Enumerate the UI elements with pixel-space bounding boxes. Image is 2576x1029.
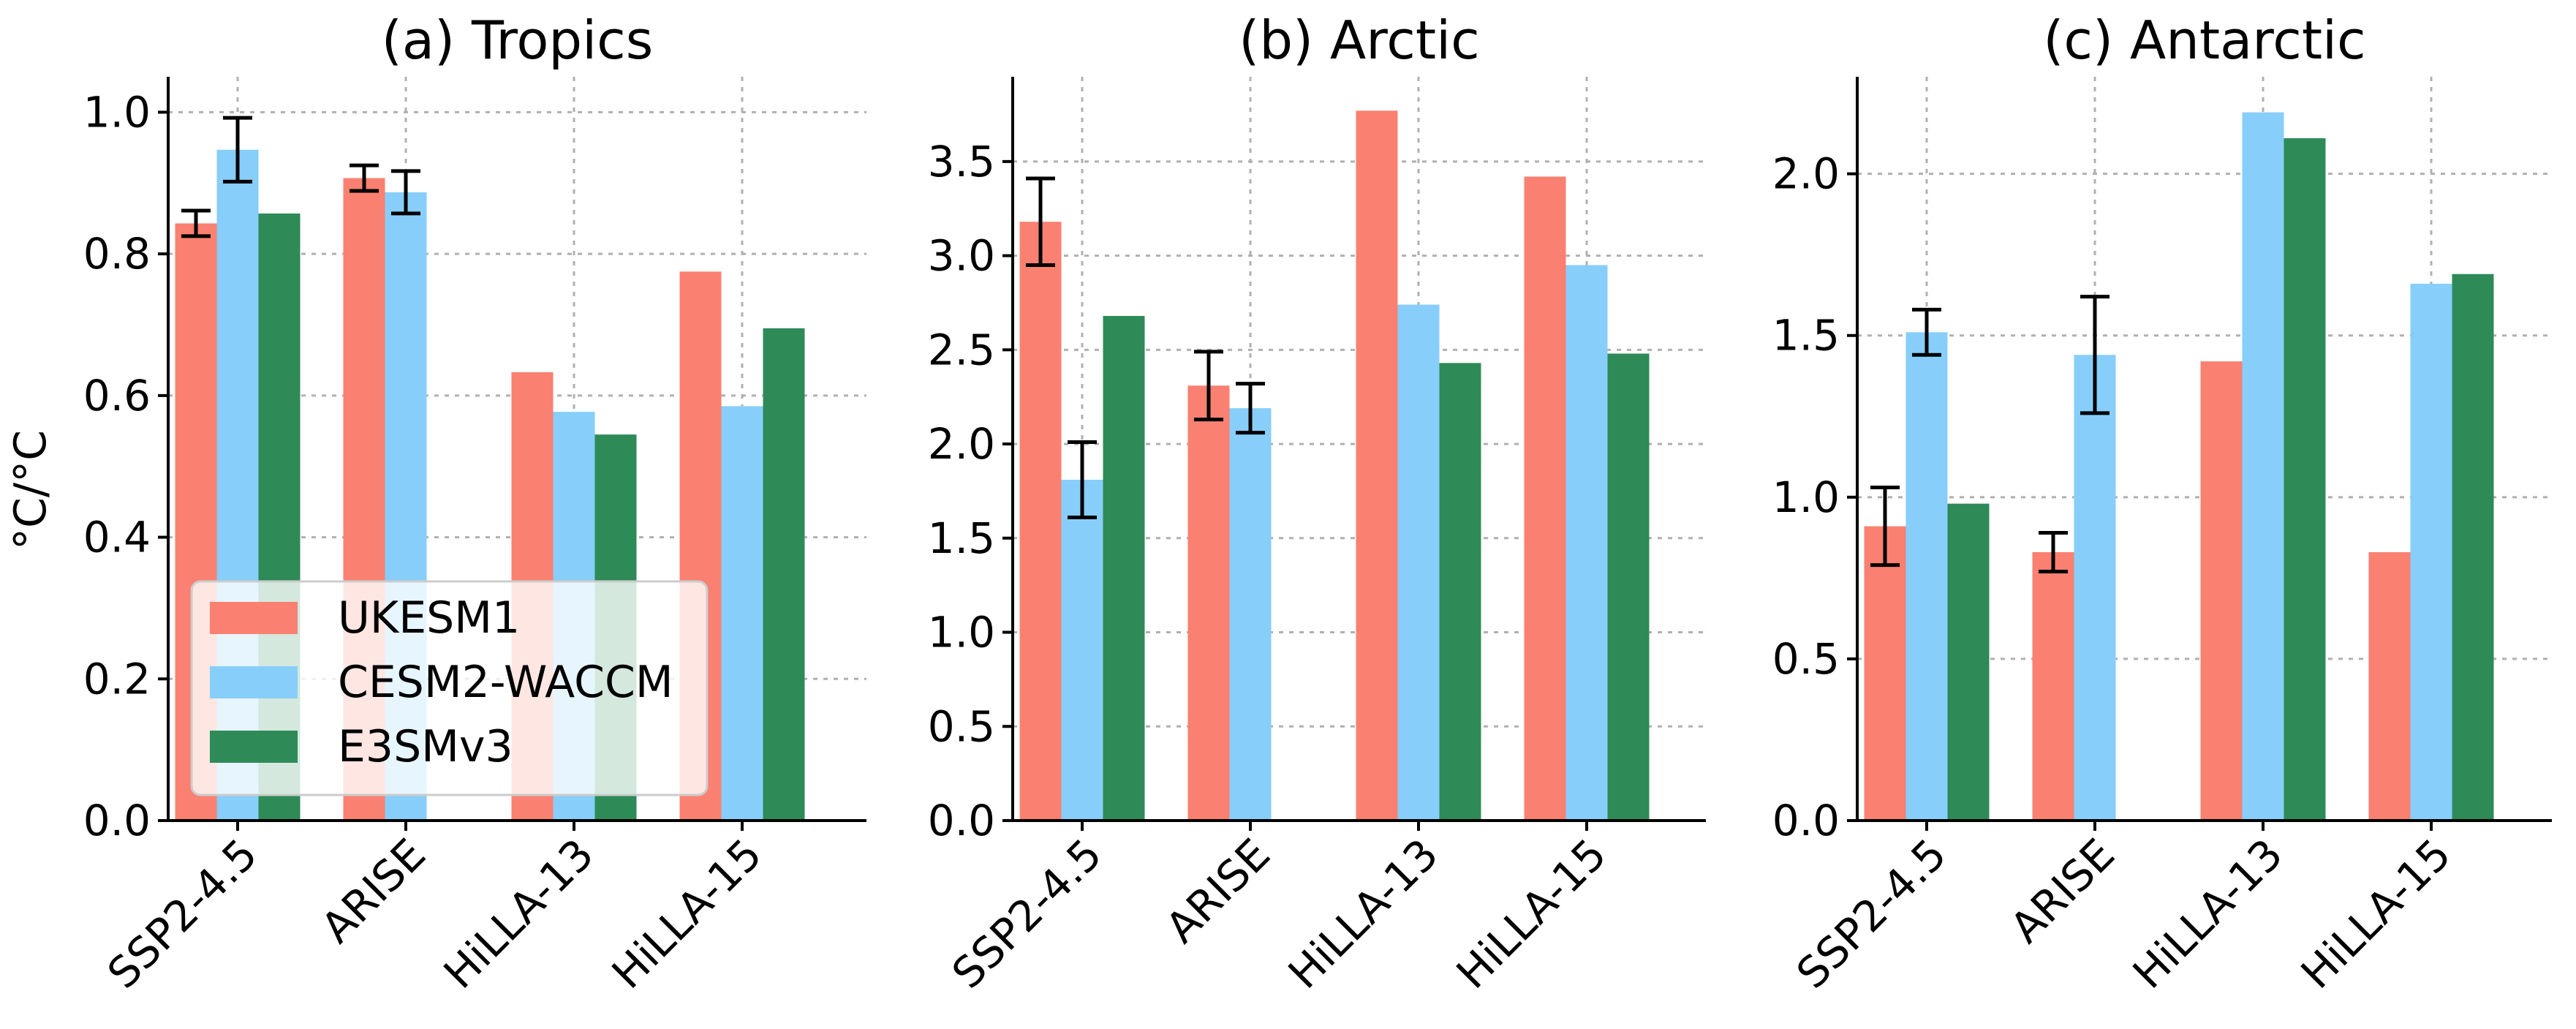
legend-label: CESM2-WACCM [338, 657, 673, 708]
x-tick-label: SSP2-4.5 [98, 829, 267, 998]
x-tick-label: HiLLA-15 [2292, 829, 2460, 998]
legend: UKESM1 CESM2-WACCM E3SMv3 [190, 580, 709, 796]
x-tick-label: HiLLA-15 [603, 829, 771, 998]
y-tick-label: 1.0 [928, 608, 995, 657]
y-tick-label: 1.5 [1772, 311, 1840, 361]
bar-ukesm1-hilla-15 [1524, 176, 1566, 821]
y-tick-label: 2.0 [928, 419, 995, 469]
x-tick-label: HiLLA-13 [434, 829, 603, 998]
x-tick-label: HiLLA-15 [1447, 829, 1616, 998]
bar-cesm2-waccm-hilla-15 [721, 406, 763, 821]
bar-e3smv3-ssp2-4.5 [1103, 315, 1145, 821]
y-tick-label: 2.0 [1772, 149, 1840, 199]
legend-swatch [210, 602, 298, 634]
bar-e3smv3-hilla-15 [1607, 353, 1650, 821]
x-tick-label: ARISE [311, 829, 435, 953]
bar-cesm2-waccm-hilla-13 [1397, 304, 1440, 821]
bar-cesm2-waccm-ssp2-4.5 [1061, 479, 1103, 821]
bar-e3smv3-hilla-13 [2284, 138, 2326, 821]
bar-ukesm1-hilla-13 [2200, 361, 2243, 821]
y-tick-label: 0.5 [928, 701, 995, 751]
y-tick-label: 2.5 [928, 325, 995, 374]
y-tick-label: 1.0 [83, 87, 151, 137]
panel-3: 0.0 0.5 1.0 1.5 2.0 SSP2-4.5 ARISEHiLLA-13HiLL… [1772, 10, 2552, 998]
panel-title: (a) Tropics [382, 10, 653, 71]
bar-cesm2-waccm-arise [2074, 355, 2116, 821]
panel-title: (c) Antarctic [2043, 10, 2365, 71]
y-tick-label: 0.6 [83, 371, 151, 421]
bar-ukesm1-arise [2032, 551, 2074, 821]
bar-e3smv3-ssp2-4.5 [1947, 503, 1990, 821]
x-tick-label: ARISE [1156, 829, 1280, 953]
bar-e3smv3-hilla-15 [763, 328, 805, 821]
x-tick-label: SSP2-4.5 [1787, 829, 1956, 998]
y-axis-label: °C/°C [5, 430, 56, 550]
bar-cesm2-waccm-ssp2-4.5 [1905, 332, 1948, 821]
bar-ukesm1-ssp2-4.5 [1019, 222, 1062, 821]
y-tick-label: 3.0 [928, 231, 995, 281]
y-tick-label: 1.0 [1772, 472, 1840, 522]
bar-ukesm1-hilla-15 [2368, 551, 2411, 821]
panel-1: 0.0 0.2 0.4 0.6 0.8 1.0 SSP2-4.5 ARISEHiLLA-13H… [83, 10, 866, 998]
bar-cesm2-waccm-hilla-15 [2410, 283, 2452, 821]
bar-ukesm1-arise [1187, 385, 1230, 821]
bar-ukesm1-hilla-13 [1356, 110, 1398, 821]
y-tick-label: 0.0 [1772, 796, 1840, 845]
legend-swatch [210, 666, 298, 698]
bar-ukesm1-ssp2-4.5 [1864, 526, 1906, 821]
y-tick-label: 1.5 [928, 513, 995, 563]
bar-cesm2-waccm-hilla-15 [1565, 265, 1608, 821]
panel-title: (b) Arctic [1239, 10, 1479, 71]
legend-swatch [210, 731, 298, 763]
x-tick-label: SSP2-4.5 [943, 829, 1111, 998]
bar-cesm2-waccm-hilla-13 [2242, 112, 2284, 821]
y-tick-label: 0.2 [83, 654, 151, 704]
x-tick-label: ARISE [2001, 829, 2124, 953]
x-tick-label: HiLLA-13 [2123, 829, 2292, 998]
legend-box [190, 580, 709, 796]
bar-e3smv3-hilla-15 [2452, 274, 2494, 821]
y-tick-label: 0.8 [83, 229, 151, 279]
legend-label: E3SMv3 [338, 721, 513, 772]
y-tick-label: 0.0 [83, 796, 151, 845]
bar-e3smv3-hilla-13 [1439, 363, 1481, 821]
bar-cesm2-waccm-arise [1229, 408, 1272, 821]
y-tick-label: 0.4 [83, 513, 151, 562]
y-tick-label: 0.5 [1772, 634, 1840, 684]
x-tick-label: HiLLA-13 [1279, 829, 1448, 998]
legend-label: UKESM1 [338, 592, 520, 644]
y-tick-label: 0.0 [928, 796, 995, 845]
y-tick-label: 3.5 [928, 137, 995, 186]
